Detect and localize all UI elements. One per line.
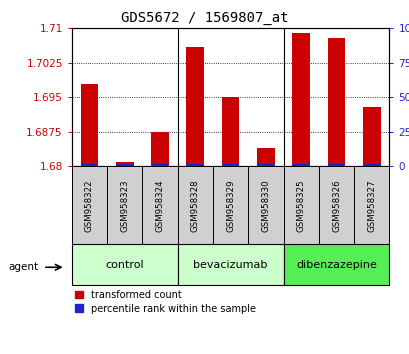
Bar [283, 244, 389, 285]
Text: GSM958322: GSM958322 [85, 179, 94, 232]
Text: GSM958327: GSM958327 [366, 179, 375, 232]
Bar [221, 164, 239, 166]
Text: GSM958326: GSM958326 [331, 179, 340, 232]
Bar [81, 84, 98, 166]
Bar [212, 166, 248, 244]
Bar [151, 132, 169, 166]
Bar [353, 166, 389, 244]
Bar [81, 164, 98, 166]
Bar [116, 164, 133, 166]
Bar [327, 38, 344, 166]
Text: GSM958324: GSM958324 [155, 179, 164, 232]
Text: GSM958323: GSM958323 [120, 179, 129, 232]
Bar [318, 166, 353, 244]
Bar [72, 166, 107, 244]
Bar [362, 164, 380, 166]
Text: GSM958325: GSM958325 [296, 179, 305, 232]
Bar [151, 164, 169, 166]
Bar [116, 162, 133, 166]
Bar [177, 166, 212, 244]
Bar [362, 107, 380, 166]
Bar [142, 166, 177, 244]
Bar [72, 244, 177, 285]
Bar [221, 97, 239, 166]
Bar [186, 164, 204, 166]
Bar [327, 164, 344, 166]
Bar [256, 148, 274, 166]
Text: GDS5672 / 1569807_at: GDS5672 / 1569807_at [121, 11, 288, 25]
Text: GSM958329: GSM958329 [226, 179, 234, 232]
Bar [177, 244, 283, 285]
Legend: transformed count, percentile rank within the sample: transformed count, percentile rank withi… [74, 290, 256, 314]
Bar [283, 166, 318, 244]
Bar [248, 166, 283, 244]
Text: GSM958330: GSM958330 [261, 179, 270, 232]
Text: bevacizumab: bevacizumab [193, 259, 267, 270]
Text: dibenzazepine: dibenzazepine [295, 259, 376, 270]
Bar [107, 166, 142, 244]
Text: control: control [105, 259, 144, 270]
Text: GSM958328: GSM958328 [190, 179, 199, 232]
Bar [292, 164, 309, 166]
Text: agent: agent [8, 262, 38, 272]
Bar [186, 47, 204, 166]
Bar [292, 33, 309, 166]
Bar [256, 164, 274, 166]
